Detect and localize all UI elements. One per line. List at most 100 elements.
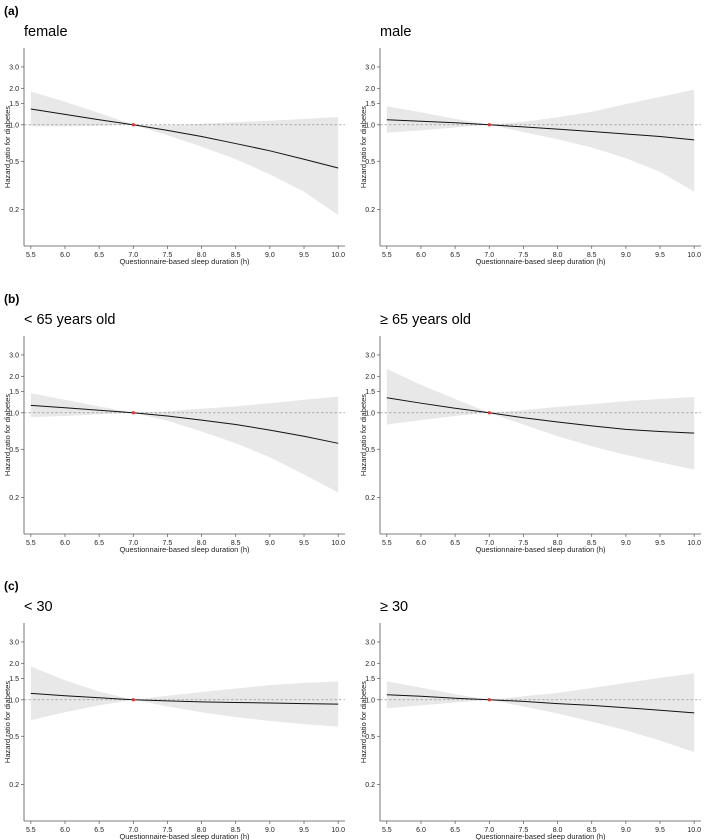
y-tick-label: 0.2 <box>365 207 375 214</box>
chart-panel: male 0.2 0.5 1.0 1.5 2.0 3.0 5.5 6.0 6.5 7.0 7.5 8.0… <box>359 24 701 266</box>
y-tick-label: 1.0 <box>9 410 19 417</box>
y-tick-label: 1.0 <box>9 697 19 704</box>
y-tick-label: 0.5 <box>9 447 19 454</box>
y-tick-label: 3.0 <box>9 352 19 359</box>
confidence-band <box>30 91 339 216</box>
x-axis-label: Questionnaire-based sleep duration (h) <box>119 257 250 266</box>
hazard-ratio-line <box>30 692 339 705</box>
x-tick-label: 6.5 <box>450 827 460 834</box>
x-tick-label: 10.0 <box>331 827 345 834</box>
y-axis-label: Hazard ratio for diabetes <box>359 394 368 476</box>
y-tick-label: 1.5 <box>9 676 19 683</box>
x-tick-label: 9.0 <box>621 540 631 547</box>
y-tick-label: 0.5 <box>365 159 375 166</box>
x-axis-label: Questionnaire-based sleep duration (h) <box>119 545 250 554</box>
x-tick-label: 10.0 <box>687 252 701 259</box>
y-tick-label: 2.0 <box>9 86 19 93</box>
y-tick-label: 3.0 <box>365 64 375 71</box>
y-axis-label: Hazard ratio for diabetes <box>3 106 12 188</box>
y-tick-label: 0.5 <box>365 734 375 741</box>
x-tick-label: 7.0 <box>128 540 138 547</box>
y-tick-label: 1.5 <box>365 101 375 108</box>
x-tick-label: 7.5 <box>163 827 173 834</box>
x-tick-label: 9.0 <box>621 827 631 834</box>
x-tick-label: 8.0 <box>197 540 207 547</box>
y-axis-label: Hazard ratio for diabetes <box>359 106 368 188</box>
y-tick-label: 1.0 <box>365 122 375 129</box>
x-tick-label: 8.0 <box>553 540 563 547</box>
panel-group-0: (a) female 0.2 0.5 1.0 1.5 2.0 3.0 5.5 6.0 6.5 7.0 7… <box>3 4 701 266</box>
x-tick-label: 9.0 <box>265 827 275 834</box>
y-tick-label: 0.2 <box>365 495 375 502</box>
reference-point <box>131 123 135 127</box>
panel-group-1: (b) < 65 years old 0.2 0.5 1.0 1.5 2.0 3.0 5.5 6.… <box>3 292 701 554</box>
x-tick-label: 8.5 <box>231 252 241 259</box>
x-tick-label: 9.0 <box>621 252 631 259</box>
x-tick-label: 7.0 <box>484 540 494 547</box>
hazard-ratio-line <box>30 108 339 169</box>
x-tick-label: 6.0 <box>60 540 70 547</box>
x-tick-label: 10.0 <box>687 540 701 547</box>
x-tick-label: 6.5 <box>94 252 104 259</box>
y-tick-label: 0.2 <box>9 207 19 214</box>
x-tick-label: 6.5 <box>450 540 460 547</box>
reference-point <box>487 123 491 127</box>
x-tick-label: 8.0 <box>197 252 207 259</box>
x-tick-label: 7.5 <box>519 827 529 834</box>
x-tick-label: 9.5 <box>655 252 665 259</box>
panel-title: ≥ 30 <box>380 599 408 615</box>
x-tick-label: 6.0 <box>60 252 70 259</box>
x-tick-label: 6.0 <box>416 827 426 834</box>
x-tick-label: 5.5 <box>26 540 36 547</box>
confidence-band <box>30 666 339 727</box>
chart-panel: ≥ 65 years old 0.2 0.5 1.0 1.5 2.0 3.0 5.5 6.0 6.… <box>359 312 701 554</box>
confidence-band <box>386 368 695 470</box>
x-tick-label: 6.0 <box>416 252 426 259</box>
confidence-band <box>386 89 695 192</box>
x-tick-label: 5.5 <box>382 540 392 547</box>
confidence-band <box>30 393 339 493</box>
y-tick-label: 3.0 <box>365 352 375 359</box>
panel-letter: (a) <box>4 4 19 18</box>
panel-title: < 65 years old <box>24 312 116 328</box>
x-tick-label: 8.5 <box>587 252 597 259</box>
panel-letter: (c) <box>4 579 19 593</box>
reference-point <box>131 698 135 702</box>
panel-letter: (b) <box>4 292 19 306</box>
x-tick-label: 7.0 <box>484 252 494 259</box>
hazard-ratio-line <box>386 119 695 141</box>
hazard-ratio-line <box>386 397 695 434</box>
panel-title: < 30 <box>24 599 53 615</box>
x-tick-label: 8.5 <box>231 540 241 547</box>
x-tick-label: 8.0 <box>197 827 207 834</box>
y-tick-label: 0.2 <box>9 782 19 789</box>
x-tick-label: 5.5 <box>26 252 36 259</box>
chart-panel: female 0.2 0.5 1.0 1.5 2.0 3.0 5.5 6.0 6.5 7.0 7.5 8… <box>3 24 345 266</box>
x-tick-label: 9.5 <box>655 827 665 834</box>
y-tick-label: 2.0 <box>365 86 375 93</box>
x-tick-label: 7.5 <box>519 540 529 547</box>
x-tick-label: 5.5 <box>382 252 392 259</box>
x-tick-label: 9.5 <box>655 540 665 547</box>
y-tick-label: 1.0 <box>365 410 375 417</box>
hazard-ratio-line <box>386 694 695 714</box>
x-tick-label: 6.5 <box>94 827 104 834</box>
x-tick-label: 8.5 <box>587 540 597 547</box>
y-tick-label: 1.5 <box>365 389 375 396</box>
x-tick-label: 5.5 <box>382 827 392 834</box>
x-tick-label: 9.0 <box>265 540 275 547</box>
x-tick-label: 8.5 <box>231 827 241 834</box>
y-tick-label: 1.0 <box>365 697 375 704</box>
x-axis-label: Questionnaire-based sleep duration (h) <box>475 257 606 266</box>
hazard-ratio-line <box>30 404 339 444</box>
y-tick-label: 1.5 <box>9 101 19 108</box>
reference-point <box>487 698 491 702</box>
y-tick-label: 3.0 <box>365 639 375 646</box>
y-tick-label: 0.5 <box>365 447 375 454</box>
chart-panel: ≥ 30 0.2 0.5 1.0 1.5 2.0 3.0 5.5 6.0 6.5 7.0 7.5 8.0… <box>359 599 701 840</box>
y-tick-label: 1.0 <box>9 122 19 129</box>
x-tick-label: 7.0 <box>128 827 138 834</box>
y-tick-label: 0.5 <box>9 159 19 166</box>
x-tick-label: 6.5 <box>94 540 104 547</box>
y-tick-label: 3.0 <box>9 639 19 646</box>
